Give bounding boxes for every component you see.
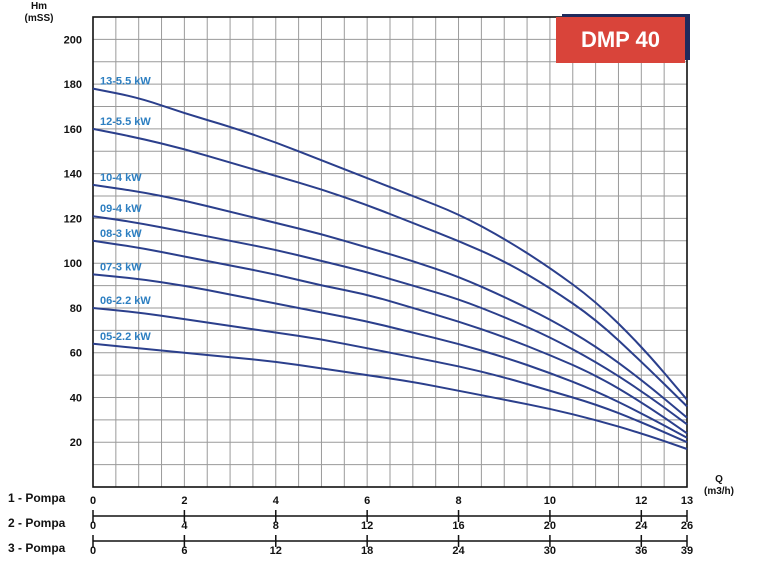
y-tick-label: 200 (64, 34, 82, 46)
y-tick-label: 80 (70, 303, 82, 315)
curve-label: 09-4 kW (100, 203, 142, 215)
x-tick-label: 8 (455, 495, 461, 507)
x-tick-label: 39 (681, 545, 693, 557)
curve-line (92, 183, 688, 419)
curve-label: 12-5.5 kW (100, 116, 151, 128)
x-tick-label: 36 (635, 545, 647, 557)
x-tick-label: 0 (90, 545, 96, 557)
x-tick-label: 30 (544, 545, 556, 557)
x-tick-label: 0 (90, 520, 96, 532)
y-tick-label: 120 (64, 213, 82, 225)
chart-title-badge: DMP 40 (556, 17, 685, 63)
curve-line (92, 342, 688, 450)
x-tick-label: 12 (635, 495, 647, 507)
y-tick-label: 140 (64, 169, 82, 181)
x-tick-label: 18 (361, 545, 373, 557)
y-tick-label: 40 (70, 392, 82, 404)
x-tick-label: 20 (544, 520, 556, 532)
x-tick-label: 16 (452, 520, 464, 532)
x-axis-row-label: 1 - Pompa (8, 491, 66, 505)
plot-frame (92, 16, 688, 488)
x-axis-label: Q (715, 474, 723, 485)
x-tick-label: 8 (273, 520, 279, 532)
x-tick-label: 12 (270, 545, 282, 557)
x-tick-label: 10 (544, 495, 556, 507)
x-axis-row-label: 3 - Pompa (8, 541, 66, 555)
y-tick-label: 20 (70, 437, 82, 449)
curve-label: 10-4 kW (100, 172, 142, 184)
x-tick-label: 4 (181, 520, 188, 532)
y-tick-label: 180 (64, 79, 82, 91)
x-tick-label: 6 (181, 545, 187, 557)
curve-label: 06-2.2 kW (100, 295, 151, 307)
curve-label: 08-3 kW (100, 228, 142, 240)
curve-line (92, 215, 688, 426)
x-tick-label: 4 (273, 495, 280, 507)
curve-line (92, 307, 688, 444)
y-tick-label: 160 (64, 124, 82, 136)
y-tick-label: 60 (70, 348, 82, 360)
curve-line (92, 87, 688, 401)
curve-line (92, 239, 688, 435)
curve-label: 05-2.2 kW (100, 331, 151, 343)
x-tick-label: 13 (681, 495, 693, 507)
curve-label: 13-5.5 kW (100, 76, 151, 88)
y-axis-label: Hm (31, 1, 47, 12)
curve-line (92, 127, 688, 408)
x-tick-label: 2 (181, 495, 187, 507)
x-tick-label: 12 (361, 520, 373, 532)
x-axis-row-label: 2 - Pompa (8, 516, 66, 530)
x-tick-label: 6 (364, 495, 370, 507)
x-axis-label: (m3/h) (704, 486, 734, 497)
x-tick-label: 26 (681, 520, 693, 532)
curve-label: 07-3 kW (100, 261, 142, 273)
x-tick-label: 0 (90, 495, 96, 507)
y-axis-label: (mSS) (25, 13, 54, 24)
y-tick-label: 100 (64, 258, 82, 270)
x-tick-label: 24 (452, 545, 465, 557)
x-tick-label: 24 (635, 520, 648, 532)
curve-line (92, 273, 688, 439)
